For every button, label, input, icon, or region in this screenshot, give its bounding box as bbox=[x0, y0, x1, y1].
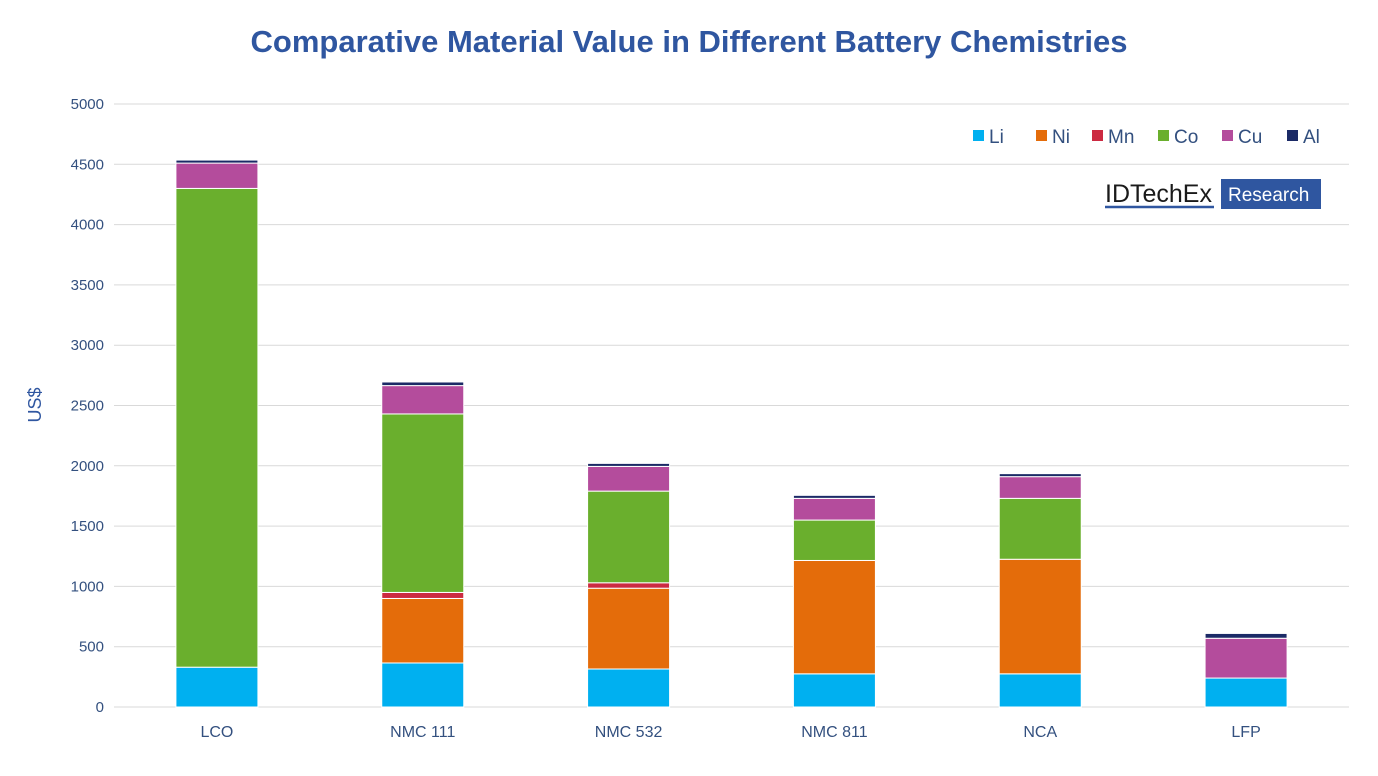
x-tick-label: NMC 532 bbox=[595, 724, 663, 741]
y-tick-label: 500 bbox=[79, 639, 104, 656]
logo-badge bbox=[1221, 179, 1321, 209]
logo-right-text: Research bbox=[1228, 185, 1309, 206]
y-tick-label: 3000 bbox=[71, 337, 104, 354]
y-tick-label: 3500 bbox=[71, 277, 104, 294]
bar-segment-mn bbox=[381, 591, 465, 599]
bar-segment-cu bbox=[998, 476, 1082, 499]
x-tick-label: NMC 811 bbox=[801, 724, 867, 741]
y-tick-label: 1500 bbox=[71, 518, 104, 535]
y-tick-label: 2000 bbox=[71, 458, 104, 475]
legend-label-mn: Mn bbox=[1108, 127, 1134, 148]
y-tick-label: 1000 bbox=[71, 578, 104, 595]
y-tick-label: 2500 bbox=[71, 398, 104, 415]
bar-segment-cu bbox=[1204, 637, 1288, 679]
bar-segment-al bbox=[998, 473, 1082, 478]
legend-swatch-cu bbox=[1222, 130, 1233, 141]
bar-segment-li bbox=[792, 673, 876, 708]
bar-segment-ni bbox=[381, 597, 465, 664]
x-tick-label: NMC 111 bbox=[390, 724, 455, 741]
bar-segment-cu bbox=[587, 465, 671, 492]
y-tick-label: 5000 bbox=[71, 96, 104, 113]
bar-segment-li bbox=[1204, 677, 1288, 708]
legend-swatch-li bbox=[973, 130, 984, 141]
legend-label-co: Co bbox=[1174, 127, 1198, 148]
legend-swatch-co bbox=[1158, 130, 1169, 141]
bar-segment-al bbox=[587, 462, 671, 467]
x-tick-label: NCA bbox=[1023, 724, 1057, 741]
logo-left-text: IDTechEx bbox=[1105, 180, 1212, 208]
x-tick-label: LFP bbox=[1231, 724, 1260, 741]
y-tick-label: 4000 bbox=[71, 217, 104, 234]
bar-segment-li bbox=[381, 662, 465, 708]
legend-swatch-al bbox=[1287, 130, 1298, 141]
legend-label-al: Al bbox=[1303, 127, 1320, 148]
legend-label-li: Li bbox=[989, 127, 1004, 148]
legend-swatch-mn bbox=[1092, 130, 1103, 141]
x-tick-label: LCO bbox=[200, 724, 233, 741]
y-axis-ticks: 0 500 1000 1500 2000 2500 3000 3500 4000 4500 5000 bbox=[71, 96, 104, 716]
bar-segment-li bbox=[998, 673, 1082, 708]
bar-segment-al bbox=[1204, 632, 1288, 639]
bar-segment-al bbox=[381, 381, 465, 387]
bar-segment-co bbox=[587, 490, 671, 584]
legend-label-ni: Ni bbox=[1052, 127, 1070, 148]
bar-segment-cu bbox=[381, 385, 465, 415]
bar-segment-co bbox=[998, 497, 1082, 560]
bar-segment-ni bbox=[587, 587, 671, 670]
bar-segment-al bbox=[792, 494, 876, 499]
bar-segment-ni bbox=[792, 559, 876, 675]
legend-label-cu: Cu bbox=[1238, 127, 1262, 148]
y-tick-label: 4500 bbox=[71, 156, 104, 173]
bars bbox=[175, 159, 1288, 708]
bar-segment-co bbox=[381, 413, 465, 593]
y-axis-title: US$ bbox=[25, 387, 45, 422]
legend: Li Ni Mn Co Cu Al bbox=[973, 127, 1320, 148]
chart-title: Comparative Material Value in Different … bbox=[251, 24, 1128, 59]
bar-segment-cu bbox=[175, 162, 259, 189]
bar-segment-mn bbox=[587, 582, 671, 589]
bar-segment-co bbox=[175, 187, 259, 668]
x-axis-ticks: LCO NMC 111 NMC 532 NMC 811 NCA LFP bbox=[200, 724, 1260, 741]
idtechex-logo: IDTechEx Research bbox=[1105, 179, 1321, 209]
bar-segment-co bbox=[792, 519, 876, 561]
bar-segment-al bbox=[175, 159, 259, 164]
gridlines bbox=[114, 103, 1349, 708]
legend-swatch-ni bbox=[1036, 130, 1047, 141]
bar-segment-ni bbox=[998, 558, 1082, 675]
y-tick-label: 0 bbox=[96, 699, 104, 716]
bar-segment-li bbox=[175, 666, 259, 708]
bar-segment-cu bbox=[792, 497, 876, 521]
bar-segment-li bbox=[587, 668, 671, 708]
